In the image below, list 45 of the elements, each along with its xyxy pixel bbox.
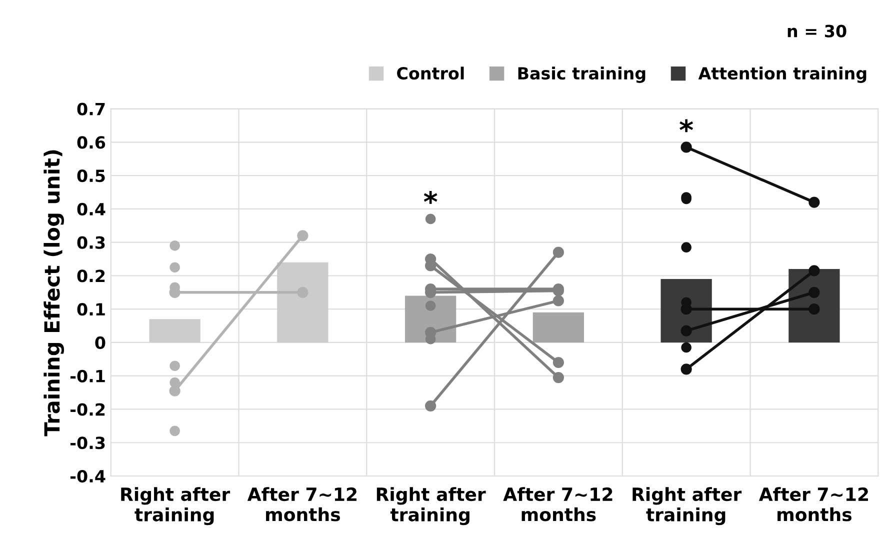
- point: [680, 142, 692, 153]
- point: [808, 286, 820, 298]
- x-tick-label: After 7~12 months: [247, 487, 356, 522]
- x-tick-label: Right after training: [632, 487, 742, 526]
- bar: [149, 319, 200, 342]
- point: [552, 246, 564, 258]
- bar: [532, 312, 584, 342]
- point: [552, 295, 564, 306]
- point: [552, 356, 564, 368]
- y-tick-label: 0: [95, 336, 106, 350]
- y-axis-title: Training Effect (log unit): [44, 150, 64, 436]
- y-tick-label: -0.1: [70, 370, 105, 382]
- y-tick-label: 0.2: [77, 270, 105, 282]
- annotation: *: [424, 190, 438, 204]
- y-tick-label: 0.5: [77, 170, 105, 182]
- point: [170, 377, 180, 388]
- point: [297, 230, 308, 242]
- text: n = 30: [788, 24, 846, 38]
- annotation: *: [680, 119, 694, 132]
- x-tick-label: Right after training: [121, 487, 230, 526]
- y-tick-label: -0.3: [70, 436, 105, 450]
- x-tick-label: After 7~12 months: [503, 487, 612, 522]
- legend-label: Attention training: [698, 66, 866, 83]
- point: [425, 400, 436, 412]
- point: [808, 265, 820, 276]
- y-tick-label: -0.2: [70, 403, 105, 416]
- point: [680, 325, 692, 336]
- y-tick-label: 0.4: [77, 202, 106, 216]
- bar: [277, 262, 328, 342]
- point: [170, 426, 180, 436]
- point: [680, 364, 692, 375]
- legend-label: Control: [397, 66, 464, 80]
- point: [297, 286, 308, 298]
- x-tick-label: After 7~12 months: [758, 487, 868, 522]
- point: [552, 372, 564, 384]
- y-tick-label: -0.4: [70, 470, 106, 483]
- point: [808, 304, 820, 315]
- y-tick-label: 0.6: [77, 136, 106, 149]
- y-tick-label: 0.7: [77, 102, 105, 116]
- y-tick-label: 0.3: [77, 236, 105, 249]
- x-tick-label: Right after training: [376, 487, 486, 526]
- legend-label: Basic training: [518, 66, 646, 83]
- point: [808, 196, 820, 208]
- y-tick-label: 0.1: [77, 303, 105, 316]
- point: [169, 385, 180, 396]
